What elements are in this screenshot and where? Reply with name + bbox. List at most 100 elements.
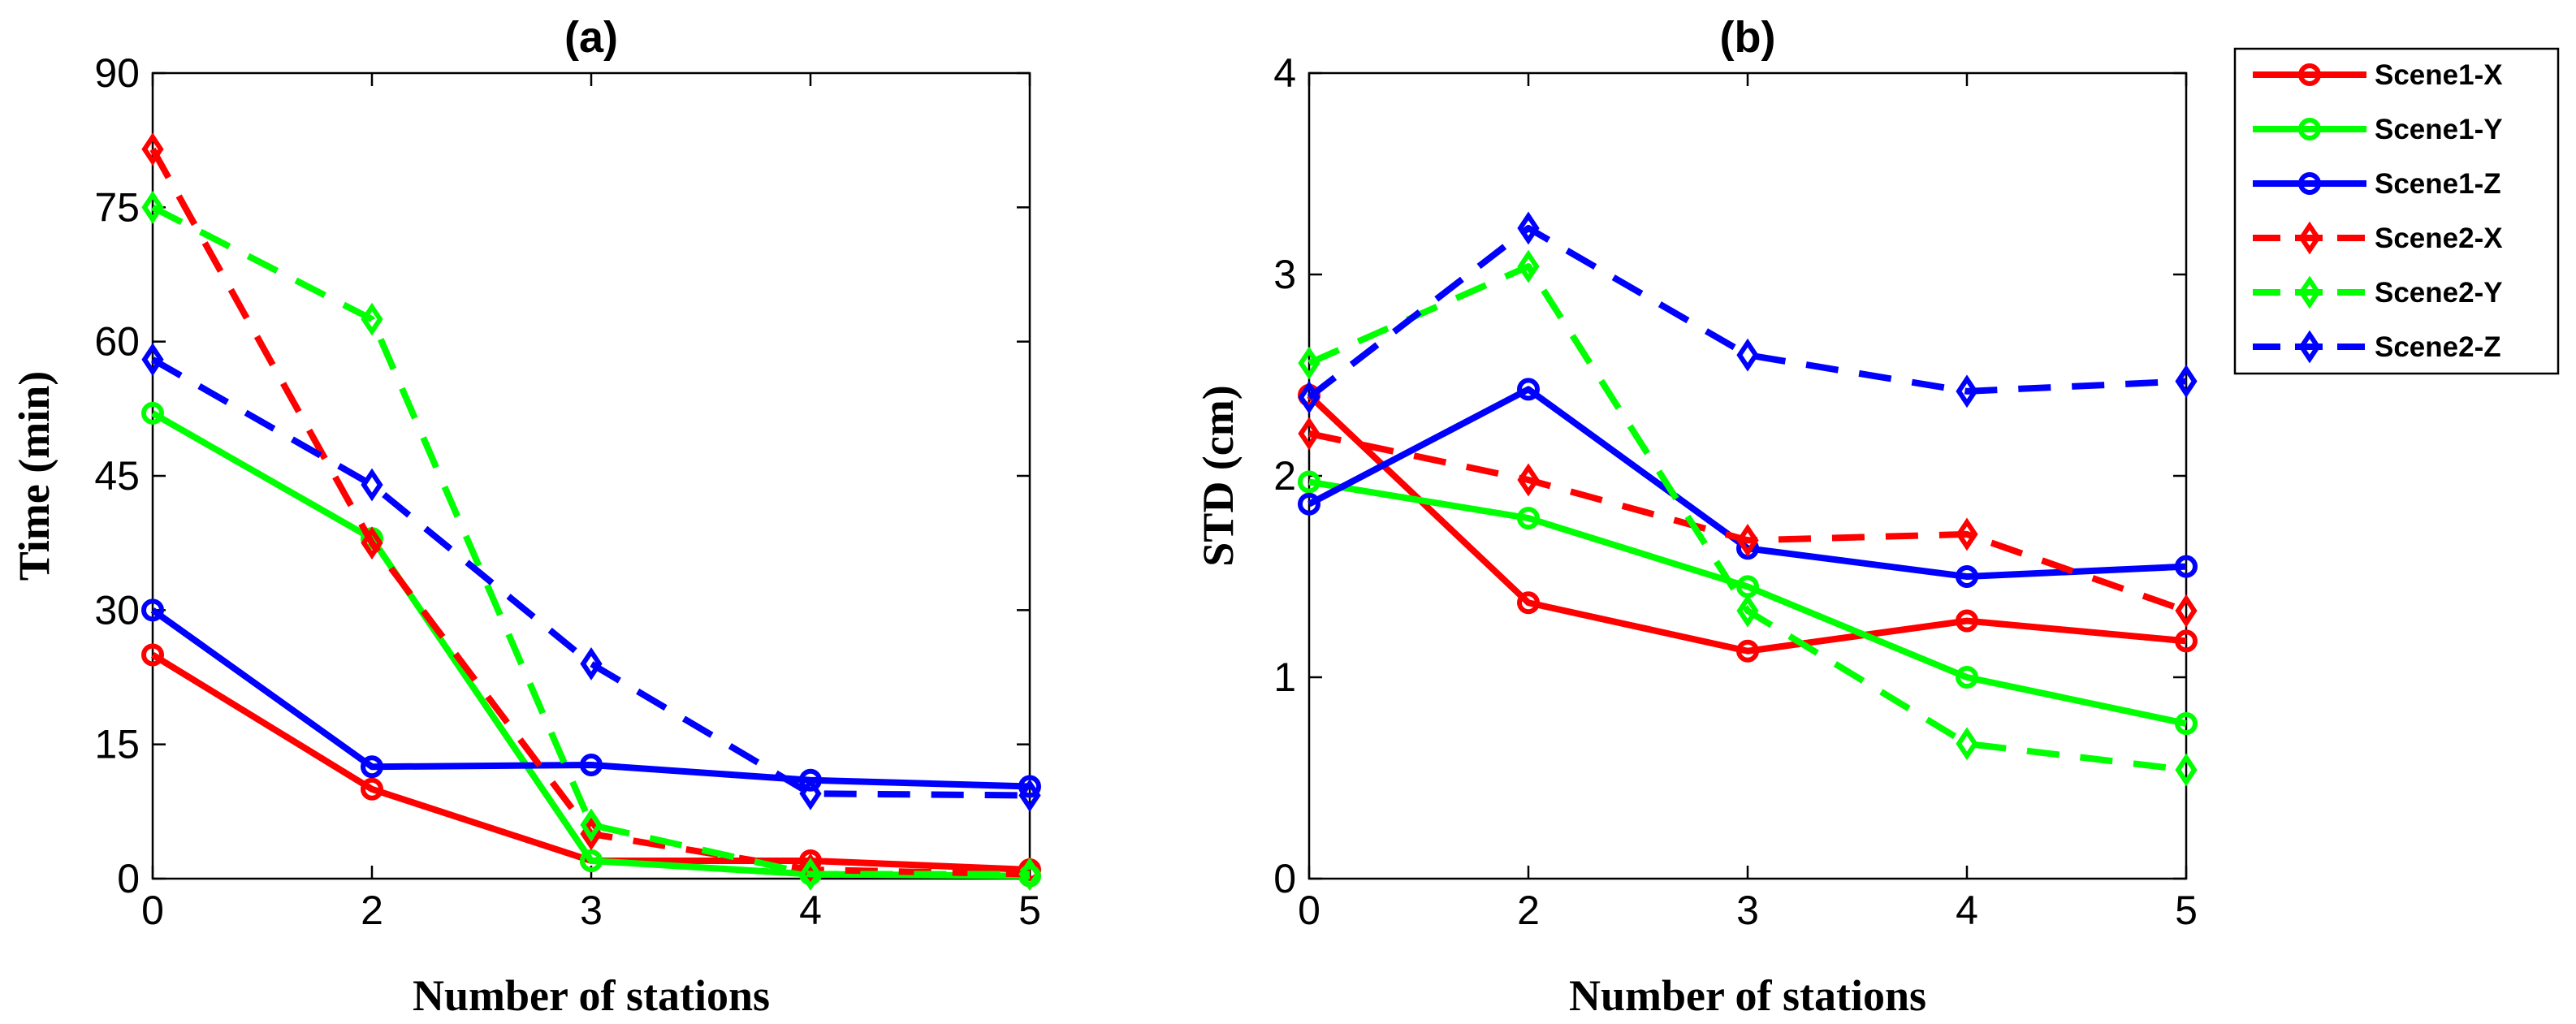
legend-item-scene1-y: Scene1-Y bbox=[2253, 114, 2503, 145]
legend-item-scene1-z: Scene1-Z bbox=[2253, 168, 2501, 200]
data-point-scene1-y bbox=[2175, 712, 2198, 736]
y-tick-label: 15 bbox=[94, 722, 140, 767]
legend-item-scene2-x: Scene2-X bbox=[2253, 221, 2503, 255]
x-axis-label: Number of stations bbox=[413, 971, 770, 1020]
data-point-scene1-y bbox=[1517, 507, 1540, 530]
data-point-scene2-z bbox=[1517, 211, 1540, 245]
data-point-scene1-y bbox=[1298, 470, 1320, 494]
legend-label: Scene2-X bbox=[2375, 223, 2503, 254]
data-point-scene2-y bbox=[1018, 858, 1041, 891]
data-point-scene1-z bbox=[1956, 565, 1978, 588]
data-point-scene1-x bbox=[1517, 591, 1540, 615]
series-scene2-z bbox=[1298, 211, 2198, 414]
data-point-scene2-y bbox=[1517, 249, 1540, 283]
x-tick-label: 0 bbox=[1298, 888, 1320, 933]
data-point-scene1-x bbox=[141, 643, 164, 667]
legend-marker bbox=[2298, 118, 2321, 140]
data-point-scene2-z bbox=[361, 468, 383, 502]
plot-frame bbox=[1307, 71, 2188, 880]
data-point-scene2-y bbox=[361, 302, 383, 336]
data-point-scene1-y bbox=[1956, 666, 1978, 689]
y-tick-label: 0 bbox=[1273, 856, 1296, 901]
data-point-scene1-y bbox=[141, 401, 164, 425]
series-line-scene1-y bbox=[1308, 478, 2187, 727]
x-tick-label: 3 bbox=[580, 888, 603, 933]
series-line-scene2-x bbox=[1308, 430, 2188, 614]
data-point-scene2-y bbox=[2175, 753, 2198, 787]
data-point-scene2-x bbox=[361, 526, 383, 560]
data-point-scene1-x bbox=[1956, 609, 1978, 633]
data-point-scene2-y bbox=[141, 190, 164, 224]
legend-item-scene1-x: Scene1-X bbox=[2253, 59, 2503, 91]
legend-marker bbox=[2298, 221, 2321, 255]
data-point-scene2-x bbox=[2175, 594, 2198, 628]
data-point-scene1-z bbox=[1517, 378, 1540, 401]
data-point-scene1-x bbox=[1736, 639, 1759, 663]
data-point-scene2-y bbox=[580, 808, 603, 842]
series-scene1-x bbox=[1298, 383, 2198, 663]
legend-marker bbox=[2298, 275, 2321, 309]
data-point-scene1-y bbox=[580, 849, 603, 872]
chart-title: (a) bbox=[564, 13, 618, 62]
legend-label: Scene1-X bbox=[2375, 59, 2503, 91]
series-scene2-x bbox=[1298, 417, 2198, 628]
series-scene1-z bbox=[141, 598, 1041, 798]
data-point-scene2-y bbox=[799, 858, 822, 891]
y-tick-label: 0 bbox=[117, 856, 140, 901]
legend-label: Scene2-Z bbox=[2375, 331, 2501, 363]
y-tick-label: 45 bbox=[94, 453, 140, 499]
legend-item-scene2-y: Scene2-Y bbox=[2253, 275, 2503, 309]
series-scene2-z bbox=[141, 343, 1041, 812]
series-scene1-y bbox=[1298, 470, 2198, 736]
data-point-scene2-z bbox=[1018, 779, 1041, 812]
series-scene2-y bbox=[1298, 249, 2198, 787]
y-tick-label: 1 bbox=[1273, 655, 1296, 700]
series-line-scene2-y bbox=[151, 204, 1030, 878]
y-tick-label: 3 bbox=[1273, 252, 1296, 297]
chart-title: (b) bbox=[1720, 13, 1776, 62]
data-point-scene2-z bbox=[1956, 374, 1978, 408]
data-point-scene1-z bbox=[361, 755, 383, 779]
series-line-scene2-z bbox=[151, 356, 1031, 799]
panel-b: 0 2 3 4 5 0 1 2 3 4 (b) Number of stations STD (cm) bbox=[1194, 13, 2198, 1020]
legend-item-scene2-z: Scene2-Z bbox=[2253, 330, 2501, 364]
data-point-scene2-x bbox=[1736, 523, 1759, 557]
y-axis-label: Time (min) bbox=[10, 371, 58, 581]
data-point-scene2-z bbox=[1298, 380, 1320, 414]
data-point-scene2-z bbox=[799, 776, 822, 810]
series-line-scene1-y bbox=[151, 410, 1031, 879]
x-tick-label: 0 bbox=[141, 888, 164, 933]
y-tick-label: 90 bbox=[94, 50, 140, 96]
data-point-scene2-z bbox=[580, 647, 603, 681]
data-point-scene2-x bbox=[1956, 517, 1978, 551]
legend-label: Scene2-Y bbox=[2375, 277, 2503, 309]
x-tick-label: 5 bbox=[1018, 888, 1041, 933]
legend-marker bbox=[2298, 172, 2321, 195]
y-tick-label: 30 bbox=[94, 587, 140, 633]
y-axis-label: STD (cm) bbox=[1194, 385, 1243, 566]
data-point-scene1-z bbox=[1298, 492, 1320, 516]
data-point-scene1-x bbox=[361, 777, 383, 801]
data-point-scene2-y bbox=[1298, 346, 1320, 380]
y-tick-label: 60 bbox=[94, 319, 140, 365]
data-point-scene2-x bbox=[1298, 417, 1320, 451]
data-point-scene1-z bbox=[799, 768, 822, 792]
legend-label: Scene1-Y bbox=[2375, 114, 2503, 145]
series-line-scene2-y bbox=[1307, 263, 2187, 774]
data-point-scene2-y bbox=[1736, 594, 1759, 628]
y-tick-label: 75 bbox=[94, 184, 140, 230]
y-tick-label: 4 bbox=[1273, 50, 1296, 96]
data-point-scene1-z bbox=[141, 598, 164, 622]
data-point-scene1-z bbox=[2175, 555, 2198, 578]
series-line-scene2-z bbox=[1307, 224, 2187, 400]
legend-marker bbox=[2298, 330, 2321, 364]
series-line-scene1-x bbox=[1307, 392, 2187, 655]
data-point-scene2-z bbox=[141, 343, 164, 377]
data-point-scene1-z bbox=[580, 754, 603, 777]
x-axis-label: Number of stations bbox=[1569, 971, 1926, 1020]
y-tick-label: 2 bbox=[1273, 453, 1296, 499]
x-tick-label: 3 bbox=[1736, 888, 1759, 933]
data-point-scene2-z bbox=[1736, 338, 1759, 372]
